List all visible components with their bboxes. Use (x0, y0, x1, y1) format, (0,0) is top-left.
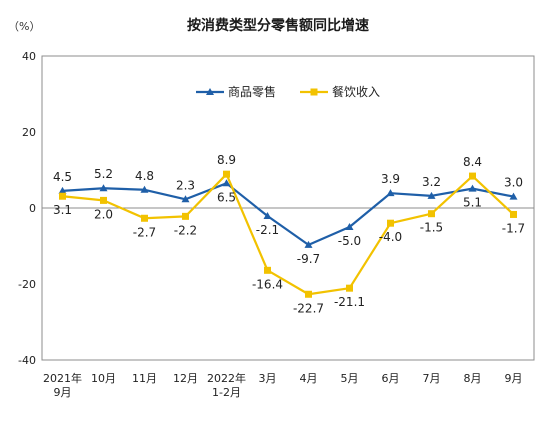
data-point (509, 192, 518, 200)
data-label: 3.1 (53, 203, 72, 217)
data-point (100, 196, 107, 204)
x-tick-label: 10月 (91, 372, 116, 385)
x-tick-label: 3月 (259, 372, 277, 385)
series-line (62, 173, 515, 296)
y-tick-label: -20 (18, 278, 36, 291)
y-unit: （%） (8, 20, 40, 33)
data-point (469, 172, 476, 180)
data-label: -2.1 (256, 223, 279, 237)
y-tick-label: 40 (22, 50, 36, 63)
series-lines (58, 170, 518, 298)
x-tick-label: 6月 (382, 372, 400, 385)
data-point (182, 212, 189, 220)
data-point (59, 192, 66, 200)
legend: 商品零售 餐饮收入 (196, 84, 380, 99)
chart-title: 按消费类型分零售额同比增速 (187, 17, 369, 34)
data-label: -1.5 (420, 221, 443, 235)
data-label: 8.4 (463, 155, 482, 169)
series-line (62, 182, 514, 246)
x-tick-label: 11月 (132, 372, 157, 385)
x-tick-label: 5月 (341, 372, 359, 385)
x-tick-label: 12月 (173, 372, 198, 385)
data-point (427, 191, 436, 199)
data-label: 3.9 (381, 172, 400, 186)
data-point (428, 210, 435, 218)
data-label: 3.0 (504, 176, 523, 190)
y-tick-label: 0 (29, 202, 36, 215)
data-point (386, 189, 395, 197)
data-label: -1.7 (502, 221, 525, 235)
x-tick-label: 8月 (464, 372, 482, 385)
legend-label: 商品零售 (228, 84, 276, 99)
x-tick-label: 2021年 9月 (43, 371, 82, 399)
data-label: -22.7 (293, 301, 324, 315)
data-label: -5.0 (338, 234, 361, 248)
y-tick-label: -40 (18, 354, 36, 367)
data-point (305, 290, 312, 298)
data-point (346, 284, 353, 292)
data-label: -9.7 (297, 252, 320, 266)
legend-marker (206, 88, 214, 95)
data-point (387, 219, 394, 227)
data-label: 5.1 (463, 196, 482, 210)
data-point (223, 170, 230, 178)
data-label: 6.5 (217, 190, 236, 204)
data-point (468, 184, 477, 192)
data-point (99, 184, 108, 192)
data-label: 4.8 (135, 169, 154, 183)
data-point (222, 179, 231, 187)
x-tick-label: 7月 (423, 372, 441, 385)
data-label: 3.2 (422, 175, 441, 189)
data-point (510, 210, 517, 218)
legend-marker (310, 88, 318, 96)
data-label: -2.7 (133, 225, 156, 239)
data-point (345, 223, 354, 230)
data-label: -4.0 (379, 230, 402, 244)
x-tick-label: 9月 (505, 372, 523, 385)
data-label: 2.0 (94, 207, 113, 221)
data-point (304, 240, 313, 248)
data-point (141, 214, 148, 222)
data-point (58, 186, 67, 194)
x-axis: 2021年 9月 10月 11月 12月 2022年 1-2月 3月 4月 5月 6月 7月 8月 9月 (43, 371, 523, 399)
data-labels: 4.5 5.2 4.8 2.3 6.5 -2.1 -9.7 -5.0 3.9 3.2 5.1 3.0 3… (53, 153, 525, 315)
data-label: 4.5 (53, 170, 72, 184)
legend-label: 餐饮收入 (332, 84, 380, 99)
data-point (263, 211, 272, 219)
data-label: 8.9 (217, 153, 236, 167)
y-axis: 40 20 0 -20 -40 (18, 50, 36, 367)
data-point (181, 195, 190, 203)
data-label: 2.3 (176, 178, 195, 192)
x-tick-label: 4月 (300, 372, 318, 385)
data-point (140, 185, 149, 193)
data-label: -16.4 (252, 277, 283, 291)
data-label: 5.2 (94, 167, 113, 181)
y-tick-label: 20 (22, 126, 36, 139)
data-point (264, 266, 271, 274)
x-tick-label: 2022年 1-2月 (207, 371, 246, 399)
data-label: -21.1 (334, 295, 365, 309)
data-label: -2.2 (174, 223, 197, 237)
